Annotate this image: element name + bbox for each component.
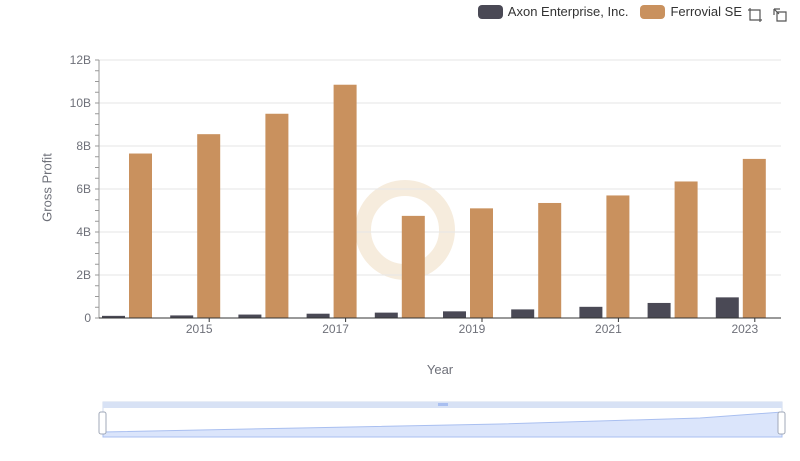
legend-label-axon: Axon Enterprise, Inc.	[507, 4, 629, 19]
bar-axon-2023	[715, 297, 739, 318]
x-tick-label: 2023	[731, 322, 758, 336]
x-tick-label: 2017	[322, 322, 349, 336]
bar-axon-2019	[443, 311, 466, 318]
y-tick-label: 12B	[70, 53, 91, 67]
legend-swatch-ferrovial	[640, 4, 666, 19]
x-axis-title: Year	[426, 362, 454, 377]
y-tick-label: 10B	[70, 96, 91, 110]
bar-ferrovial-2017	[333, 84, 357, 318]
datazoom-handle-right[interactable]	[777, 411, 786, 435]
bar-ferrovial-2019	[470, 208, 493, 318]
legend-label-ferrovial: Ferrovial SE	[670, 4, 742, 19]
toolbox	[738, 7, 788, 23]
y-tick-label: 4B	[76, 225, 91, 239]
legend-swatch-axon	[477, 4, 503, 19]
bar-axon-2017	[306, 313, 330, 318]
x-tick-label: 2015	[186, 322, 213, 336]
bar-ferrovial-2021	[606, 195, 630, 318]
bar-axon-2021	[579, 306, 603, 318]
datazoom-preview-area	[102, 411, 783, 438]
x-tick-label: 2021	[595, 322, 622, 336]
bar-axon-2014	[102, 315, 125, 318]
y-axis-title: Gross Profit	[39, 153, 55, 222]
x-tick-label: 2019	[459, 322, 486, 336]
legend-item-ferrovial[interactable]: Ferrovial SE	[640, 4, 742, 19]
bar-axon-2015	[170, 315, 194, 318]
bar-ferrovial-2014	[129, 153, 152, 318]
y-tick-label: 2B	[76, 268, 91, 282]
bar-axon-2022	[647, 302, 671, 318]
bar-axon-2020	[511, 309, 535, 318]
zoom-icon[interactable]	[747, 7, 763, 23]
datazoom-handle-left[interactable]	[98, 411, 107, 435]
bar-ferrovial-2018	[401, 215, 425, 318]
bar-ferrovial-2023	[742, 158, 766, 318]
bar-ferrovial-2022	[674, 181, 698, 318]
restore-icon[interactable]	[772, 7, 788, 23]
bar-ferrovial-2020	[538, 202, 562, 318]
y-tick-label: 8B	[76, 139, 91, 153]
bar-axon-2016	[238, 314, 262, 318]
y-tick-label: 6B	[76, 182, 91, 196]
y-tick-label: 0	[84, 311, 91, 325]
legend: Axon Enterprise, Inc. Ferrovial SE	[466, 4, 742, 19]
bar-ferrovial-2015	[197, 134, 221, 318]
bar-ferrovial-2016	[265, 113, 289, 318]
datazoom-grip	[438, 403, 448, 406]
legend-item-axon[interactable]: Axon Enterprise, Inc.	[477, 4, 629, 19]
bar-axon-2018	[374, 312, 398, 318]
